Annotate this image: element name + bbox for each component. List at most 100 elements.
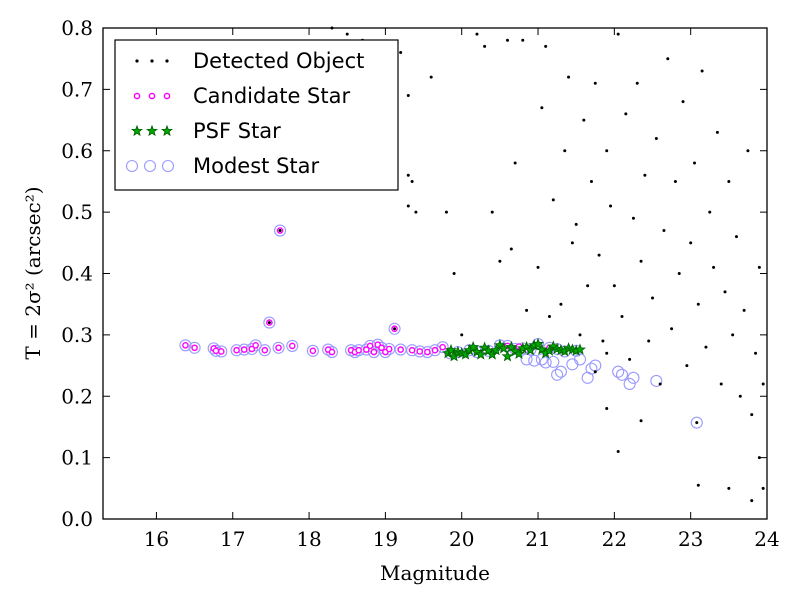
candidate-star-point xyxy=(182,342,189,349)
detected-object-point xyxy=(635,81,639,85)
modest-star-point xyxy=(539,356,552,369)
legend-marker-detected xyxy=(135,59,139,63)
candidate-star-point xyxy=(248,345,256,353)
detected-object-point xyxy=(551,198,555,202)
detected-object-point xyxy=(651,296,655,300)
psf-star-point xyxy=(574,343,586,355)
detected-object-point xyxy=(521,38,525,42)
candidate-star-point xyxy=(378,344,385,352)
detected-object-point xyxy=(761,382,765,386)
detected-object-point xyxy=(460,333,464,337)
legend-label-modest: Modest Star xyxy=(193,154,319,178)
modest-star-point xyxy=(551,368,564,381)
y-tick-label: 0.4 xyxy=(61,262,93,286)
detected-object-point xyxy=(639,419,643,423)
candidate-star-point xyxy=(240,346,248,353)
detected-object-point xyxy=(620,314,624,318)
y-tick-label: 0.3 xyxy=(61,323,93,347)
detected-object-point xyxy=(662,229,666,233)
detected-object-point xyxy=(616,32,620,36)
modest-star-point xyxy=(436,341,449,354)
legend-marker-psf xyxy=(161,124,173,137)
legend-label-candidate: Candidate Star xyxy=(193,84,350,108)
modest-star-point xyxy=(615,368,629,381)
psf-star-point xyxy=(501,350,514,362)
legend-marker-psf xyxy=(146,124,158,137)
modest-star-point xyxy=(286,339,299,352)
ticks-layer: 16 17 18 19 20 21 22 23 24 0.0 0.1 0.2 0.3 0.4 0.5 0.6 0… xyxy=(61,16,780,551)
detected-object-point xyxy=(597,253,601,257)
detected-object-point xyxy=(670,327,674,331)
candidate-star-point xyxy=(328,348,336,356)
y-tick-label: 0.6 xyxy=(61,139,93,163)
x-tick-label: 20 xyxy=(449,527,474,551)
detected-object-point xyxy=(757,265,761,269)
modest-star-point xyxy=(690,416,703,429)
modest-star-point xyxy=(623,377,636,391)
legend-marker-detected xyxy=(165,59,169,63)
modest-star-point xyxy=(263,316,276,329)
detected-object-point xyxy=(715,130,719,134)
psf-star-point xyxy=(474,348,487,360)
psf-star-point xyxy=(497,342,510,354)
legend-marker-candidate xyxy=(163,92,171,100)
modest-star-point xyxy=(249,339,262,352)
detected-object-point xyxy=(631,216,635,220)
detected-object-point xyxy=(536,265,540,269)
modest-star-point xyxy=(274,224,287,237)
legend-marker-modest xyxy=(143,159,157,173)
modest-star-point xyxy=(535,353,548,366)
psf-star-point xyxy=(532,337,545,350)
detected-object-point xyxy=(704,345,708,349)
detected-object-point xyxy=(582,118,586,122)
detected-object-point xyxy=(513,161,517,165)
legend-label-detected: Detected Object xyxy=(193,49,364,73)
detected-object-point xyxy=(681,100,685,104)
x-tick-label: 16 xyxy=(144,527,169,551)
detected-object-point xyxy=(601,339,605,343)
candidate-star-point xyxy=(366,342,374,350)
detected-object-point xyxy=(700,69,704,73)
detected-object-point xyxy=(429,75,433,79)
candidate-star-point xyxy=(309,347,317,355)
detected-object-point xyxy=(444,210,448,214)
candidate-star-point xyxy=(212,347,220,355)
detected-object-point xyxy=(593,81,597,85)
x-tick-label: 22 xyxy=(602,527,627,551)
detected-object-point xyxy=(750,499,754,503)
candidate-star-point xyxy=(252,342,259,349)
detected-object-point xyxy=(731,333,735,337)
x-axis-label: Magnitude xyxy=(380,561,490,585)
detected-object-point xyxy=(475,32,479,36)
legend: Detected Object Candidate Star PSF Star … xyxy=(114,39,399,191)
detected-object-point xyxy=(544,44,548,48)
detected-object-point xyxy=(593,370,597,374)
detected-object-point xyxy=(414,210,418,214)
detected-object-point xyxy=(689,241,693,245)
detected-object-point xyxy=(754,351,758,355)
y-axis-label: T = 2σ² (arcsec²) xyxy=(21,186,45,359)
legend-marker-modest xyxy=(125,159,139,173)
x-tick-label: 23 xyxy=(678,527,703,551)
detected-object-point xyxy=(666,57,670,61)
psf-star-point xyxy=(512,347,525,359)
y-tick-label: 0.0 xyxy=(61,507,93,531)
detected-object-point xyxy=(605,149,609,153)
candidate-star-point xyxy=(385,345,393,353)
detected-object-point xyxy=(393,327,397,331)
detected-object-point xyxy=(647,339,651,343)
detected-object-point xyxy=(723,290,727,294)
modest-star-point xyxy=(207,342,220,355)
detected-object-point xyxy=(406,94,410,98)
legend-marker-candidate xyxy=(133,92,141,100)
x-tick-label: 24 xyxy=(754,527,779,551)
y-tick-label: 0.1 xyxy=(61,446,93,470)
detected-object-point xyxy=(547,314,551,318)
x-tick-label: 21 xyxy=(525,527,550,551)
detected-object-point xyxy=(559,302,563,306)
detected-object-point xyxy=(738,394,742,398)
detected-object-point xyxy=(696,483,700,487)
modest-star-point xyxy=(379,346,392,359)
legend-marker-psf xyxy=(131,124,143,137)
